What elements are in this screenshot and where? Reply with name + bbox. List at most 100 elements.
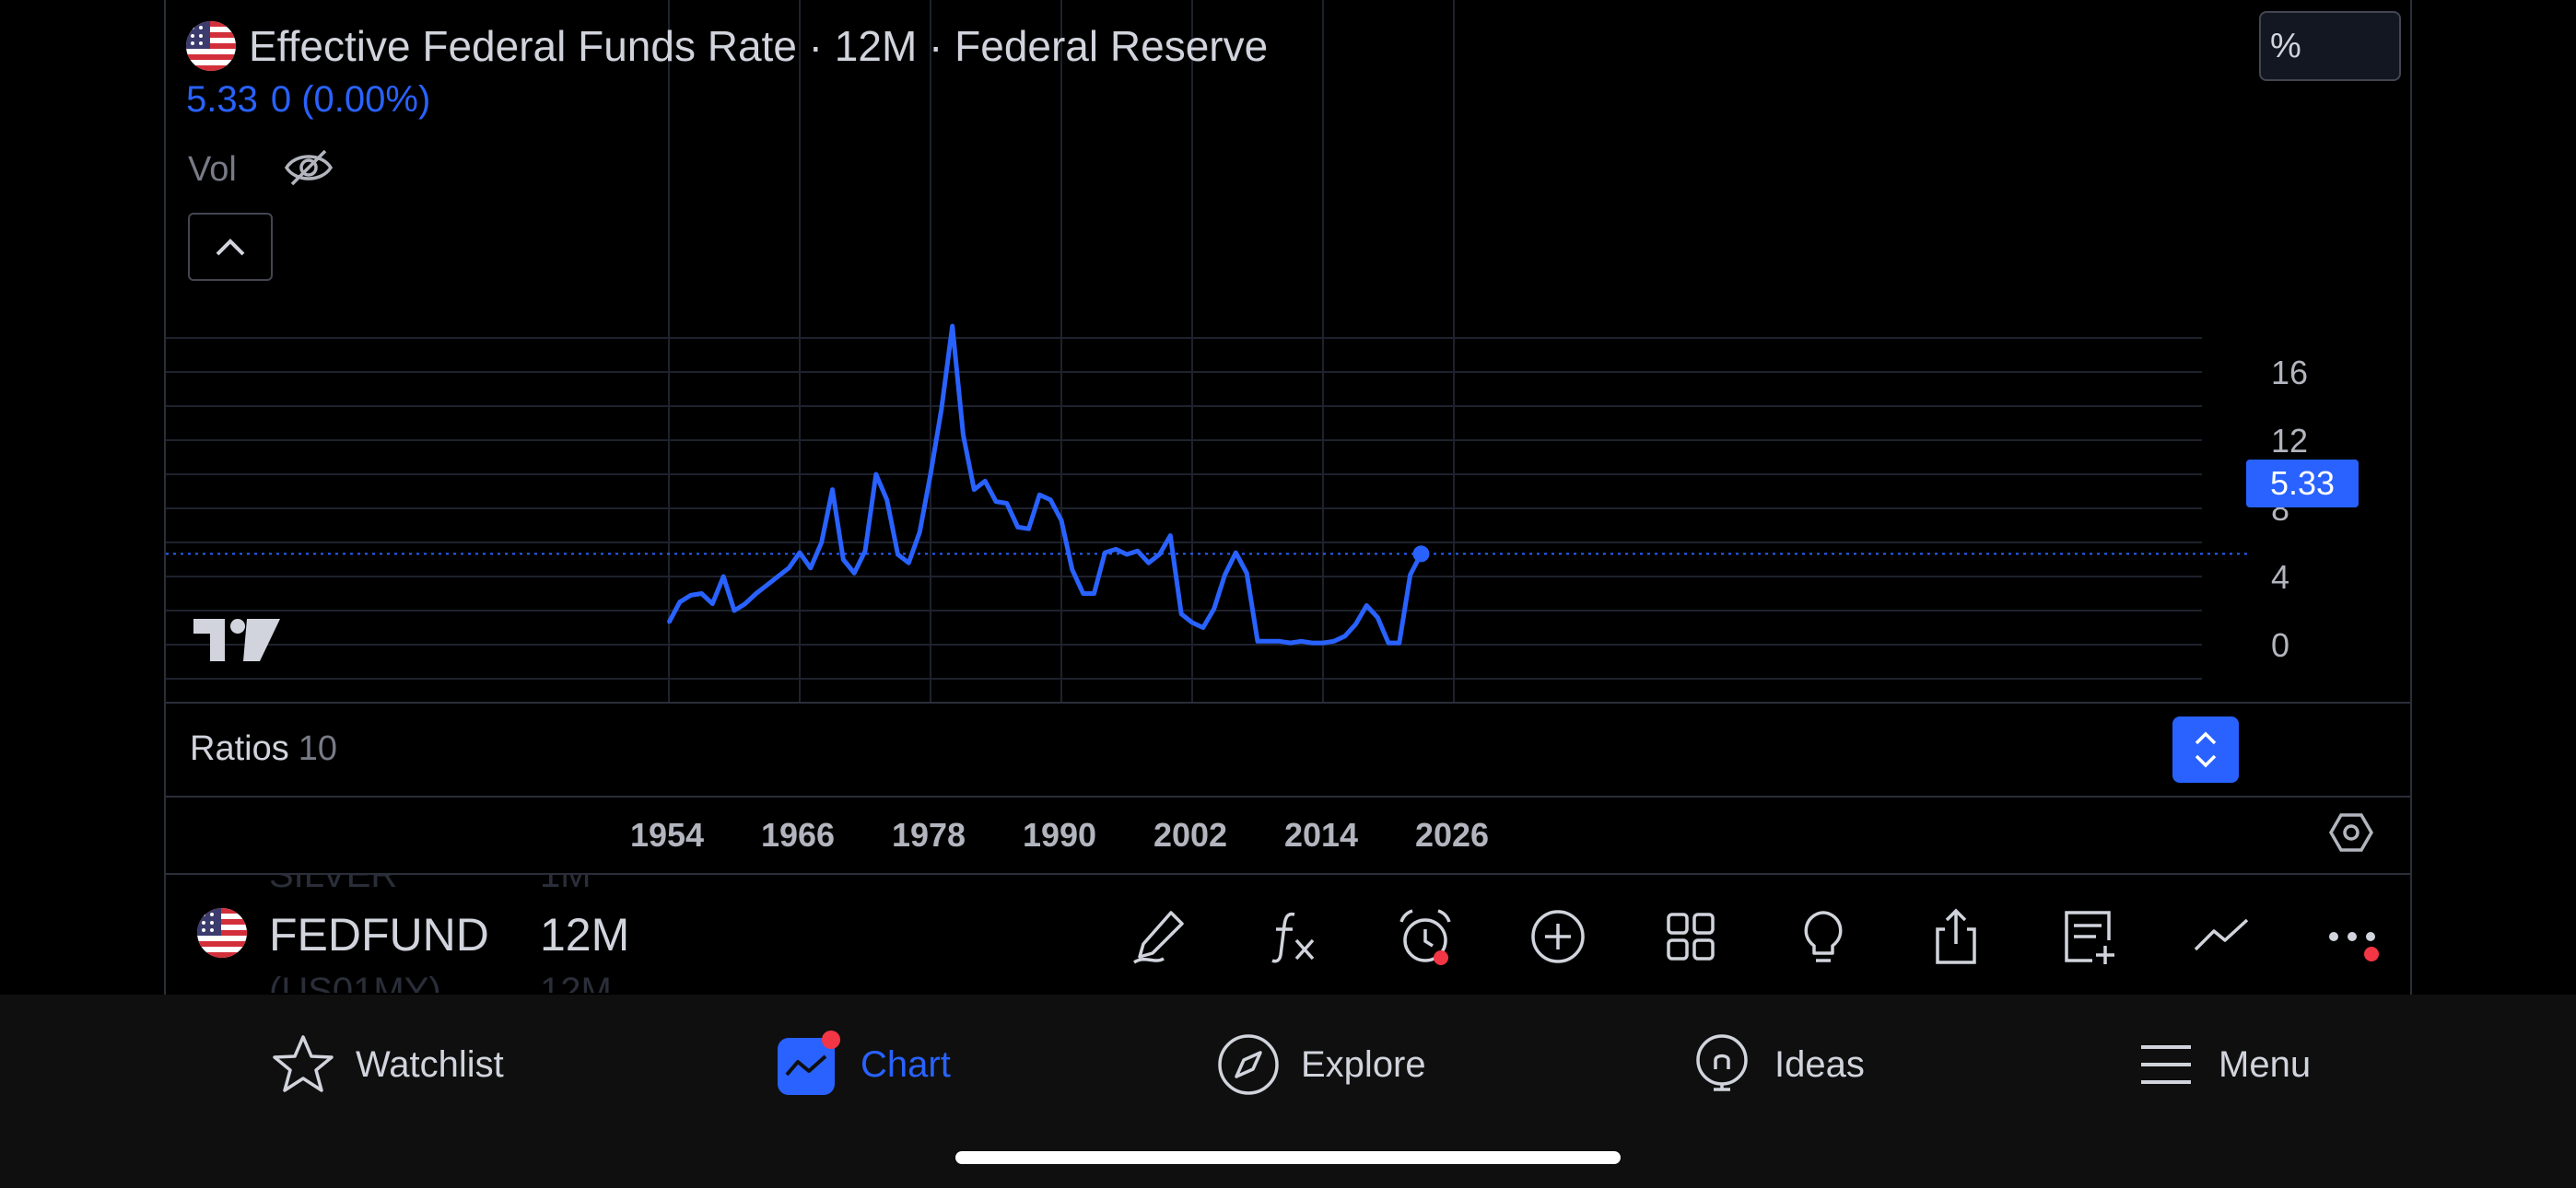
time-axis-tick-label: 1954 — [629, 816, 705, 854]
price-axis-tick-label: 4 — [2271, 558, 2289, 596]
nav-ideas-label: Ideas — [1774, 1043, 1865, 1085]
prev-interval-ghost: 1M — [540, 873, 591, 895]
data-point — [874, 472, 878, 476]
eye-slash-icon[interactable] — [283, 147, 334, 192]
data-point — [972, 488, 976, 492]
data-point — [1364, 604, 1368, 607]
data-point — [841, 558, 845, 561]
percent-scale-button[interactable]: % — [2259, 11, 2401, 81]
hamburger-icon — [2141, 1045, 2191, 1084]
data-point — [1212, 607, 1216, 611]
share-icon — [1936, 908, 1976, 964]
nav-explore-label: Explore — [1301, 1043, 1426, 1085]
collapse-legend-button[interactable] — [188, 213, 273, 281]
alerts-button[interactable] — [1391, 903, 1459, 971]
data-point — [1299, 639, 1303, 643]
drawing-tool-button[interactable] — [1126, 903, 1194, 971]
add-note-button[interactable] — [2055, 903, 2123, 971]
axis-settings-button[interactable] — [2328, 812, 2374, 857]
legend-last-value: 5.33 — [186, 79, 258, 120]
data-point — [809, 566, 813, 570]
data-point — [787, 566, 790, 570]
rate-series-points — [667, 324, 1423, 645]
time-axis[interactable]: 1954 1966 1978 1990 2002 2014 2026 — [164, 798, 2412, 871]
note-add-icon — [2065, 911, 2114, 964]
interval-selector[interactable]: 12M — [540, 909, 630, 961]
ratios-label[interactable]: Ratios 10 — [190, 729, 337, 769]
chart-badge-dot — [822, 1031, 840, 1049]
chart-legend[interactable]: Effective Federal Funds Rate · 12M · Fed… — [186, 18, 1268, 121]
ratios-row[interactable]: Ratios 10 — [164, 702, 2412, 798]
data-point — [1147, 561, 1151, 565]
data-point — [940, 408, 943, 412]
data-point — [1082, 592, 1085, 595]
legend-title-row[interactable]: Effective Federal Funds Rate · 12M · Fed… — [186, 18, 1268, 74]
fx-icon — [1271, 912, 1315, 963]
legend-change: 0 (0.00%) — [270, 79, 431, 120]
chart-grid — [166, 0, 2202, 702]
data-point — [831, 488, 834, 492]
symbol-toolbar[interactable]: SILVER 1M (US01MY) 12M FEDFUNDS 12M — [164, 873, 2412, 993]
chevron-up-icon — [216, 239, 245, 256]
data-point — [1114, 547, 1118, 551]
nav-explore[interactable]: Explore — [1216, 1028, 1426, 1101]
nav-menu[interactable]: Menu — [2134, 1028, 2311, 1101]
layout-button[interactable] — [1657, 903, 1725, 971]
data-point — [1376, 615, 1379, 619]
ratios-title: Ratios — [190, 729, 289, 768]
nav-chart[interactable]: Chart — [776, 1028, 951, 1101]
symbol-ticker[interactable]: FEDFUNDS — [269, 909, 490, 961]
more-icon — [2329, 932, 2375, 941]
data-point — [776, 575, 779, 578]
volume-indicator-row[interactable]: Vol — [188, 147, 334, 192]
data-point — [1256, 639, 1259, 643]
more-badge-dot — [2364, 947, 2379, 961]
plus-circle-icon — [1531, 910, 1585, 963]
data-point — [1267, 639, 1270, 643]
data-point — [1125, 553, 1129, 556]
data-point — [755, 592, 758, 595]
next-symbol-ghost: (US01MY) — [269, 971, 441, 993]
data-point — [1332, 639, 1336, 643]
price-axis-tick-label: 12 — [2271, 422, 2308, 460]
ideas-tool-button[interactable] — [1789, 903, 1857, 971]
data-point — [1234, 551, 1237, 554]
data-point — [885, 498, 889, 502]
data-point — [1278, 639, 1282, 643]
more-button[interactable] — [2320, 903, 2388, 971]
next-interval-ghost: 12M — [540, 971, 612, 993]
nav-menu-label: Menu — [2219, 1043, 2312, 1085]
data-point — [1005, 502, 1009, 505]
last-price-dot — [1412, 545, 1430, 563]
ratios-expand-button[interactable] — [2172, 716, 2239, 783]
prev-symbol-ghost: SILVER — [269, 873, 398, 895]
nav-ideas[interactable]: Ideas — [1690, 1028, 1865, 1101]
add-button[interactable] — [1524, 903, 1592, 971]
data-point — [1103, 551, 1107, 554]
data-point — [1190, 621, 1194, 624]
nav-watchlist[interactable]: Watchlist — [271, 1028, 504, 1101]
tradingview-logo[interactable] — [192, 617, 284, 670]
share-button[interactable] — [1922, 903, 1990, 971]
data-point — [863, 549, 867, 553]
data-point — [1321, 641, 1325, 645]
indicators-button[interactable] — [1259, 903, 1327, 971]
data-point — [1158, 553, 1161, 556]
data-point — [1179, 612, 1183, 616]
chart-type-button[interactable] — [2187, 903, 2255, 971]
data-point — [1027, 527, 1030, 530]
data-point — [721, 575, 725, 578]
time-axis-tick-label: 1990 — [1022, 816, 1097, 854]
data-point — [1136, 549, 1140, 553]
legend-values: 5.33 0 (0.00%) — [186, 79, 1268, 121]
data-point — [1048, 498, 1052, 502]
data-point — [1245, 571, 1248, 575]
data-point — [962, 433, 965, 437]
home-indicator[interactable] — [955, 1151, 1621, 1164]
last-price-label: 5.33 — [2246, 460, 2359, 507]
data-point — [1398, 641, 1401, 645]
data-point — [1310, 641, 1314, 645]
data-point — [1168, 534, 1172, 538]
us-flag-icon — [197, 908, 247, 958]
